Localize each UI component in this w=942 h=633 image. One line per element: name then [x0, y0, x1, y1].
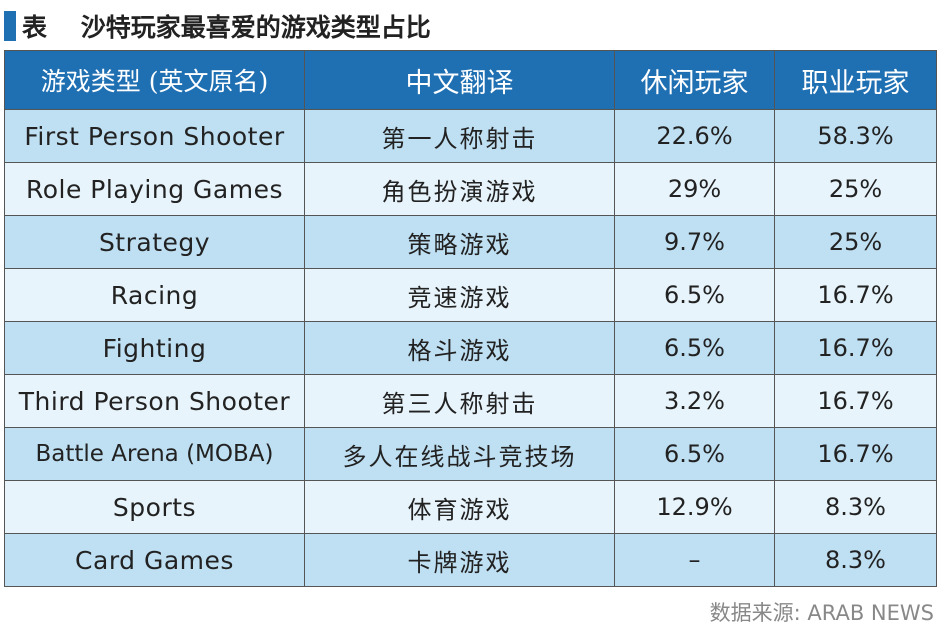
table-title: 表 沙特玩家最喜爱的游戏类型占比	[4, 8, 431, 44]
genre-zh-cell: 第三人称射击	[304, 374, 615, 428]
casual-cell: 12.9%	[614, 480, 775, 534]
table-row: Sports 体育游戏 12.9% 8.3%	[4, 480, 937, 534]
table-header-row: 游戏类型 (英文原名) 中文翻译 休闲玩家 职业玩家	[4, 50, 937, 110]
genre-en-cell: Racing	[4, 268, 305, 322]
genre-en-cell: Strategy	[4, 215, 305, 269]
genre-zh-cell: 体育游戏	[304, 480, 615, 534]
pro-cell: 58.3%	[774, 109, 937, 163]
genre-zh-cell: 格斗游戏	[304, 321, 615, 375]
table-row: Strategy 策略游戏 9.7% 25%	[4, 215, 937, 269]
header-pro: 职业玩家	[774, 50, 937, 110]
title-text: 表 沙特玩家最喜爱的游戏类型占比	[22, 13, 431, 42]
casual-cell: 29%	[614, 162, 775, 216]
pro-cell: 8.3%	[774, 533, 937, 587]
casual-cell: –	[614, 533, 775, 587]
game-genre-table: 游戏类型 (英文原名) 中文翻译 休闲玩家 职业玩家 First Person …	[4, 50, 937, 587]
data-source: 数据来源: ARAB NEWS	[709, 601, 934, 625]
table-row: Card Games 卡牌游戏 – 8.3%	[4, 533, 937, 587]
genre-zh-cell: 角色扮演游戏	[304, 162, 615, 216]
casual-cell: 9.7%	[614, 215, 775, 269]
casual-cell: 6.5%	[614, 268, 775, 322]
genre-zh-cell: 多人在线战斗竞技场	[304, 427, 615, 481]
genre-zh-cell: 策略游戏	[304, 215, 615, 269]
genre-en-cell: Sports	[4, 480, 305, 534]
genre-en-cell: Fighting	[4, 321, 305, 375]
table-row: First Person Shooter 第一人称射击 22.6% 58.3%	[4, 109, 937, 163]
table-row: Fighting 格斗游戏 6.5% 16.7%	[4, 321, 937, 375]
table-row: Battle Arena (MOBA) 多人在线战斗竞技场 6.5% 16.7%	[4, 427, 937, 481]
casual-cell: 3.2%	[614, 374, 775, 428]
genre-en-cell: First Person Shooter	[4, 109, 305, 163]
pro-cell: 16.7%	[774, 427, 937, 481]
table-row: Third Person Shooter 第三人称射击 3.2% 16.7%	[4, 374, 937, 428]
genre-zh-cell: 第一人称射击	[304, 109, 615, 163]
pro-cell: 16.7%	[774, 268, 937, 322]
pro-cell: 16.7%	[774, 374, 937, 428]
pro-cell: 25%	[774, 215, 937, 269]
pro-cell: 8.3%	[774, 480, 937, 534]
genre-en-cell: Third Person Shooter	[4, 374, 305, 428]
header-casual: 休闲玩家	[614, 50, 775, 110]
casual-cell: 6.5%	[614, 427, 775, 481]
header-translation: 中文翻译	[304, 50, 615, 110]
genre-zh-cell: 卡牌游戏	[304, 533, 615, 587]
pro-cell: 25%	[774, 162, 937, 216]
header-genre: 游戏类型 (英文原名)	[4, 50, 305, 110]
genre-en-cell: Card Games	[4, 533, 305, 587]
casual-cell: 6.5%	[614, 321, 775, 375]
title-accent-bar	[4, 11, 16, 41]
genre-zh-cell: 竞速游戏	[304, 268, 615, 322]
table-row: Racing 竞速游戏 6.5% 16.7%	[4, 268, 937, 322]
casual-cell: 22.6%	[614, 109, 775, 163]
genre-en-cell: Role Playing Games	[4, 162, 305, 216]
table-row: Role Playing Games 角色扮演游戏 29% 25%	[4, 162, 937, 216]
genre-en-cell: Battle Arena (MOBA)	[4, 427, 305, 481]
pro-cell: 16.7%	[774, 321, 937, 375]
